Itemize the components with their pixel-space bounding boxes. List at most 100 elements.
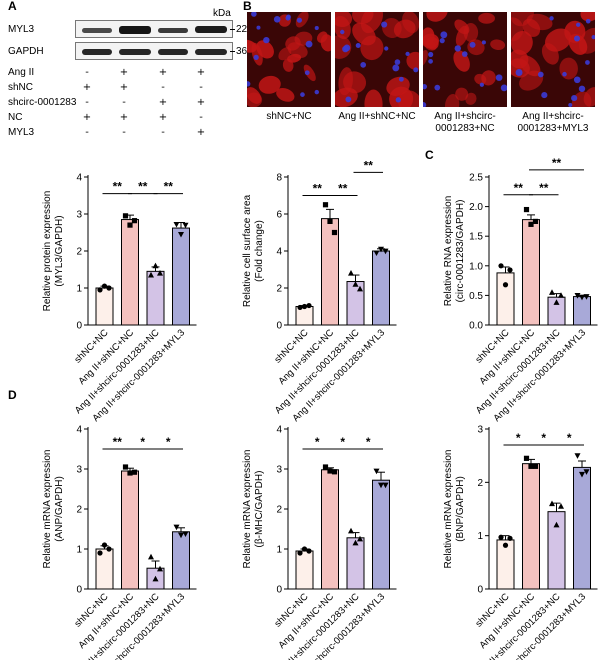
bar [321,469,339,590]
significance-label: * [516,431,521,445]
treatment-sign: - [122,127,126,138]
data-point [553,521,560,528]
data-point [373,468,380,475]
blot-band [158,28,188,33]
significance-label: ** [164,180,174,194]
data-point [131,469,138,475]
data-point [553,299,560,305]
treatment-sign: + [82,82,92,93]
y-tick-label: 4 [276,247,282,258]
treatment-sign: - [199,112,203,123]
data-point [152,262,159,269]
bar [146,270,165,326]
treatment-label: MYL3 [8,127,35,138]
chart-d-anp-mrna: 0 1 2 3 4 Relative mRNA expression (ANP/GAPDH)… [42,425,197,660]
y-tick-label: 0.5 [469,291,483,302]
data-point [152,575,159,582]
significance-label: ** [364,158,374,172]
data-point [378,482,384,489]
y-tick-label: 1 [76,545,82,556]
y-tick-label: 0 [276,321,282,332]
data-point [549,500,555,507]
data-point [528,221,534,227]
y-tick-label: 8 [276,173,282,184]
significance-label: ** [113,180,123,194]
significance-label: * [140,435,145,449]
treatment-label: shNC [8,82,34,93]
marker-label-36: 36 [236,46,248,57]
significance-label: * [366,435,371,449]
y-tick-label: 4 [76,425,82,436]
treatment-sign: + [196,97,206,108]
y-axis-label: (MYL3/GAPDH) [54,215,65,286]
y-tick-label: 1 [276,545,282,556]
data-point [322,202,329,208]
micrograph-caption: Ang II+shNC+NC [338,111,416,122]
bar [121,219,139,326]
micrograph-image [511,12,595,107]
significance-label: ** [338,182,348,196]
data-point [178,532,184,539]
treatment-sign: + [119,82,129,93]
blot-band [195,49,227,55]
marker-label-22: 22 [236,24,248,35]
treatment-sign: + [158,112,168,123]
chart-c-circ-rna: 0.0 0.5 1.0 1.5 2.0 2.5 Relative RNA expressio… [443,156,598,424]
significance-label: ** [514,181,524,195]
y-tick-label: 2 [276,505,282,516]
bar [496,272,515,326]
bar [346,281,365,326]
data-point [357,535,363,542]
y-tick-label: 2 [76,505,82,516]
micrograph-caption: shNC+NC [266,111,312,122]
bar [573,296,591,326]
y-tick-label: 1.0 [469,261,483,272]
y-tick-label: 0 [477,585,483,596]
y-tick-label: 3 [76,465,82,476]
bar [496,539,515,590]
treatment-label: Ang II [8,67,35,78]
y-tick-label: 6 [276,210,282,221]
significance-label: * [567,431,572,445]
y-axis-label: (circ-0001283/GAPDH) [455,200,466,303]
y-tick-label: 1.5 [469,232,483,243]
treatment-label: NC [8,112,23,123]
y-tick-label: 2.0 [469,202,483,213]
data-point [528,463,534,469]
data-point [122,213,129,219]
y-tick-label: 4 [76,173,82,184]
data-point [131,218,138,224]
data-point [583,294,590,300]
y-axis-label: Relative cell surface area [242,194,253,307]
chart-d-bmhc-mrna: 0 1 2 3 4 Relative mRNA expression (β-MHC/GAPD… [242,425,397,660]
blot-band [82,49,112,55]
data-point [327,218,333,224]
data-point [382,482,389,489]
data-point [127,222,133,228]
y-tick-label: 2 [276,284,282,295]
treatment-label: shcirc-0001283 [8,97,77,108]
data-point [352,539,359,546]
treatment-sign: + [119,67,129,78]
bar [172,531,190,590]
data-point [306,548,312,554]
data-point [97,550,103,556]
panel-label-a: A [8,0,17,13]
bar [121,470,139,590]
y-tick-label: 1 [76,284,82,295]
data-point [127,470,133,476]
treatment-sign: - [161,127,165,138]
y-tick-label: 2 [76,247,82,258]
significance-label: * [541,431,546,445]
data-point [507,267,513,273]
y-tick-label: 2.5 [469,173,483,184]
data-point [549,289,555,295]
data-point [101,542,108,548]
y-tick-label: 3 [76,210,82,221]
data-point [348,270,354,276]
data-point [182,222,189,229]
bar [573,466,591,590]
y-tick-label: 3 [477,425,483,436]
y-tick-label: 0.0 [469,321,483,332]
